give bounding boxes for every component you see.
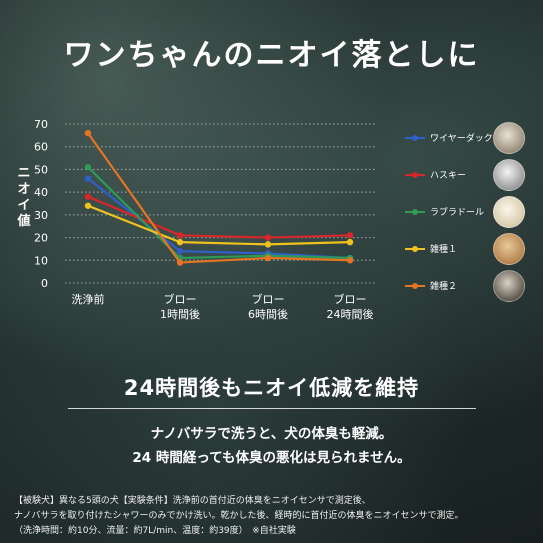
- y-tick-label: 70: [34, 118, 48, 131]
- y-tick-label: 0: [41, 277, 48, 290]
- legend-label: ハスキー: [430, 171, 467, 181]
- data-point: [346, 257, 354, 264]
- legend-swatch: [405, 135, 425, 141]
- legend-swatch: [405, 283, 425, 289]
- data-point: [84, 129, 92, 137]
- data-point: [346, 232, 354, 239]
- legend-label: 雑種２: [430, 282, 458, 292]
- data-point: [264, 234, 272, 241]
- legend-label: ラブラドール: [430, 208, 485, 218]
- y-tick-label: 50: [34, 163, 48, 176]
- y-tick-label: 20: [34, 232, 48, 245]
- series-line: [87, 177, 351, 260]
- y-tick-label: 10: [34, 254, 48, 267]
- legend-label: 雑種１: [430, 245, 458, 255]
- description-line: 24 時間経っても体臭の悪化は見られません。: [132, 450, 411, 466]
- y-axis-label-char: オ: [17, 182, 30, 197]
- data-point: [176, 238, 184, 246]
- y-axis-label-char: 値: [16, 213, 30, 229]
- experiment-note: 【被験犬】異なる5頭の犬【実験条件】洗浄前の首付近の体臭をニオイセンサで測定後、: [14, 496, 371, 506]
- x-tick-label: ブロー: [164, 292, 197, 306]
- dog-photo-icon: [493, 233, 525, 265]
- data-point: [84, 193, 92, 200]
- legend-swatch: [405, 209, 425, 215]
- series-line: [87, 166, 351, 260]
- data-point: [346, 238, 354, 246]
- x-tick-label: ブロー: [334, 292, 367, 306]
- data-point: [264, 254, 272, 262]
- x-tick-label: 6時間後: [248, 307, 288, 321]
- experiment-note: ナノバサラを取り付けたシャワーのみでかけ洗い。乾かした後、経時的に首付近の体臭を…: [14, 511, 464, 521]
- legend-item-wire-dachshund: ワイヤーダックス: [405, 120, 543, 156]
- y-tick-label: 40: [34, 186, 48, 199]
- legend-item-mixed-1: 雑種１: [405, 231, 543, 267]
- y-tick-label: 60: [34, 141, 48, 154]
- data-point: [84, 163, 92, 171]
- x-tick-label: 洗浄前: [72, 292, 105, 306]
- divider: [68, 408, 476, 409]
- dog-photo-icon: [493, 196, 525, 228]
- legend-label: ワイヤーダックス: [430, 134, 502, 144]
- dog-photo-icon: [493, 122, 525, 154]
- data-point: [176, 259, 184, 266]
- legend-item-husky: ハスキー: [405, 157, 543, 193]
- x-tick-label: 1時間後: [160, 307, 200, 321]
- y-axis-label-char: ニ: [17, 166, 30, 181]
- dog-photo-icon: [493, 159, 525, 191]
- page-title: ワンちゃんのニオイ落としに: [63, 38, 480, 73]
- description-line: ナノバサラで洗うと、犬の体臭も軽減。: [150, 426, 393, 442]
- legend-swatch: [405, 246, 425, 252]
- data-point: [84, 202, 92, 209]
- legend-item-labrador: ラブラドール: [405, 194, 543, 230]
- experiment-note: （洗浄時間：約10分、流量：約7L/min、温度：約39度） ※自社実験: [14, 526, 296, 536]
- data-point: [84, 175, 92, 182]
- legend-swatch: [405, 172, 425, 178]
- data-point: [176, 248, 184, 255]
- legend-item-mixed-2: 雑種２: [405, 268, 543, 304]
- dog-photo-icon: [493, 270, 525, 302]
- data-point: [176, 232, 184, 239]
- subtitle: 24時間後もニオイ低減を維持: [123, 376, 420, 400]
- series-line: [87, 132, 351, 264]
- x-tick-label: 24時間後: [327, 307, 374, 321]
- series-line: [87, 204, 351, 246]
- y-axis-label-char: イ: [17, 198, 30, 213]
- series-line: [87, 195, 351, 239]
- x-tick-label: ブロー: [252, 292, 285, 306]
- y-tick-label: 30: [34, 209, 48, 222]
- data-point: [264, 241, 272, 248]
